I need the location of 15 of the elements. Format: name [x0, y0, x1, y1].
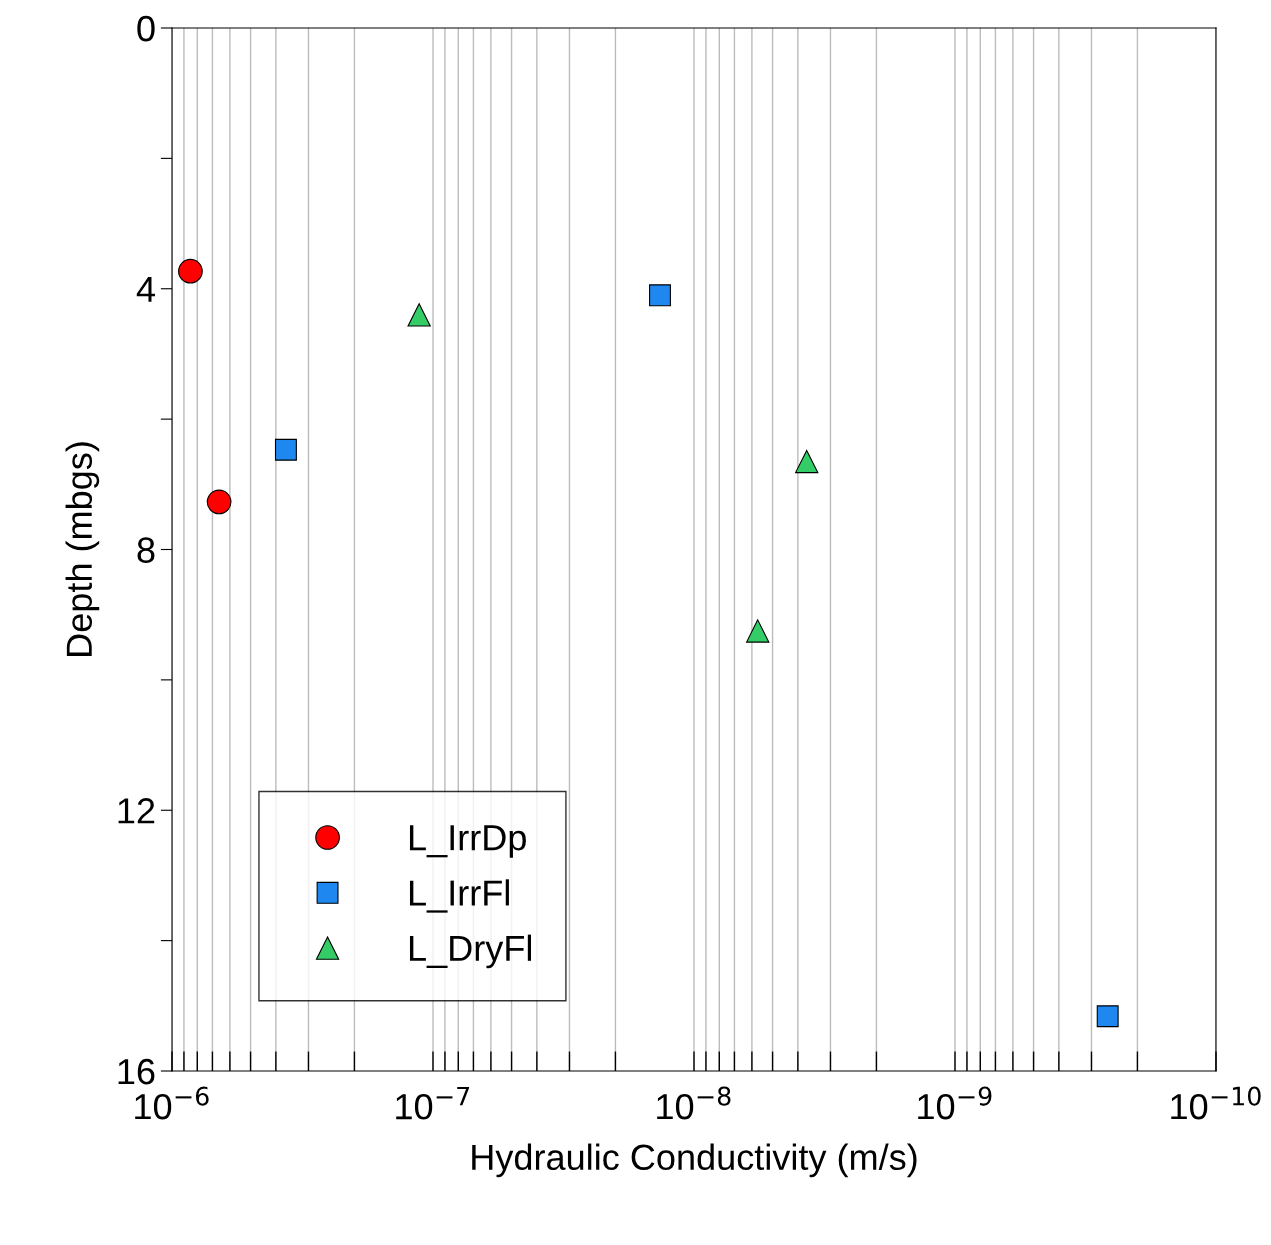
x-tick-label: 10$^{−8}$: [657, 1086, 731, 1120]
y-tick-label: 8: [137, 537, 155, 563]
y-axis-title: Depth (mbgs): [65, 442, 100, 656]
legend-label: L_IrrFl: [409, 879, 509, 913]
x-tick-label: 10$^{−7}$: [396, 1086, 470, 1120]
legend-label: L_DryFl: [409, 934, 532, 969]
x-tick-label: 10$^{−9}$: [918, 1086, 992, 1120]
legend-label: L_IrrDp: [409, 825, 526, 858]
x-tick-label: 10$^{−10}$: [1171, 1086, 1261, 1120]
y-tick-label: 0: [137, 15, 155, 42]
x-tick-label: 10$^{−6}$: [135, 1086, 209, 1120]
y-tick-label: 4: [136, 276, 155, 302]
x-axis-title: Hydraulic Conductivity (m/s): [472, 1143, 917, 1178]
y-tick-label: 12: [118, 798, 155, 824]
y-tick-label: 16: [118, 1058, 155, 1085]
